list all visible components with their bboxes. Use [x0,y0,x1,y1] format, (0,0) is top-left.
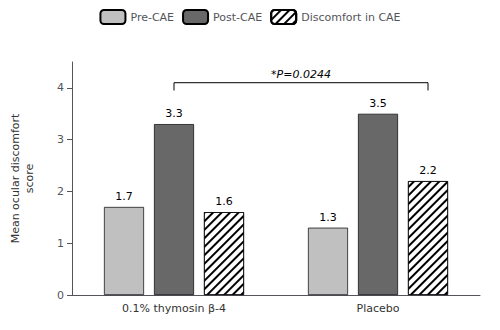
svg-text:1: 1 [57,237,64,250]
svg-text:0.1% thymosin β-4: 0.1% thymosin β-4 [122,302,226,315]
svg-text:Pre-CAE: Pre-CAE [130,11,174,24]
svg-text:1.7: 1.7 [115,190,133,203]
svg-text:3.3: 3.3 [165,107,183,120]
svg-text:2: 2 [57,185,64,198]
svg-text:3.5: 3.5 [369,97,387,110]
svg-text:Mean ocular discomfort: Mean ocular discomfort [9,113,22,243]
svg-text:1.6: 1.6 [215,195,233,208]
svg-text:2.2: 2.2 [419,164,437,177]
svg-text:*P=0.0244: *P=0.0244 [271,68,331,81]
svg-text:Placebo: Placebo [357,302,400,315]
svg-text:score: score [23,163,36,193]
svg-text:4: 4 [57,81,64,94]
svg-text:1.3: 1.3 [319,211,337,224]
svg-text:0: 0 [57,289,64,302]
svg-text:3: 3 [57,133,64,146]
svg-text:Discomfort in CAE: Discomfort in CAE [301,11,400,24]
svg-text:Post-CAE: Post-CAE [213,11,262,24]
